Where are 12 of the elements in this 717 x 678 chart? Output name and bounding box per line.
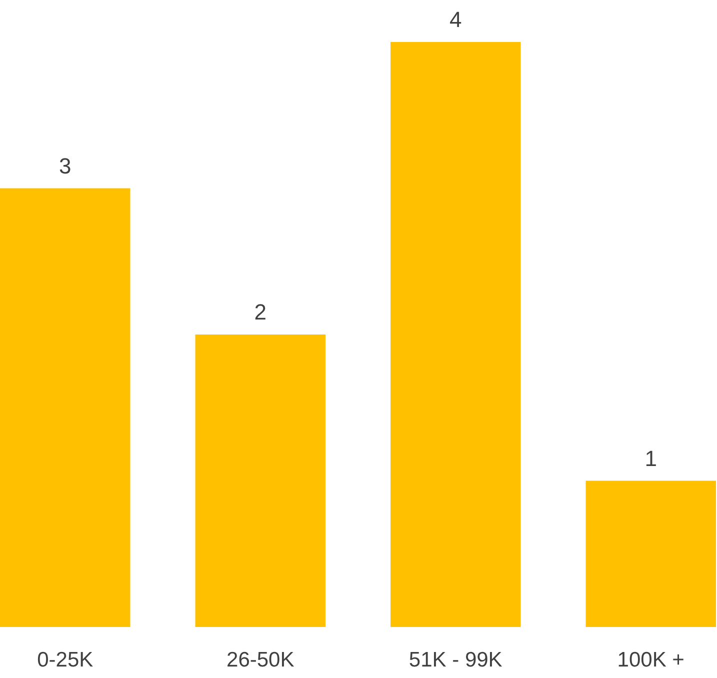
x-tick-label: 51K - 99K — [408, 648, 502, 672]
data-label: 1 — [644, 446, 658, 471]
x-tick-label: 0-25K — [37, 648, 94, 672]
data-label: 3 — [58, 153, 72, 178]
x-tick-label: 100K + — [617, 648, 684, 672]
bar — [586, 480, 716, 627]
bar — [0, 188, 130, 627]
data-label: 4 — [450, 7, 462, 32]
bar — [195, 334, 326, 627]
data-label: 2 — [254, 300, 266, 324]
bar — [390, 42, 521, 627]
x-tick-label: 26-50K — [226, 648, 294, 672]
